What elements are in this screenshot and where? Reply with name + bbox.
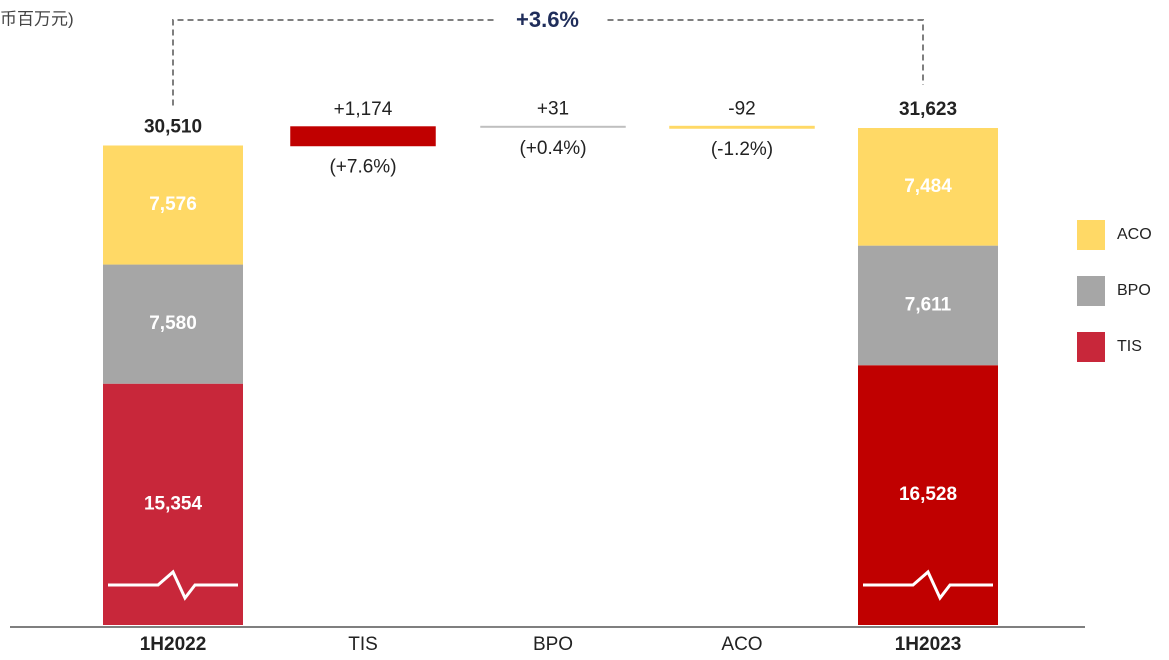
change-bar — [290, 126, 436, 147]
x-tick-label: ACO — [721, 634, 762, 655]
change-pct-label: (+0.4%) — [519, 138, 586, 159]
legend-swatch — [1077, 276, 1105, 306]
bar-segment — [858, 365, 998, 625]
bar-segment — [858, 128, 998, 246]
change-label: -92 — [728, 99, 755, 120]
change-bar — [669, 125, 815, 129]
change-label: +31 — [537, 99, 569, 120]
axis-break — [108, 569, 238, 601]
legend-label: TIS — [1117, 338, 1142, 355]
total-label: 30,510 — [144, 117, 202, 138]
x-tick-label: 1H2022 — [140, 634, 207, 655]
total-label: 31,623 — [899, 99, 957, 120]
change-pct-label: (-1.2%) — [711, 139, 773, 160]
growth-label-bg — [495, 5, 606, 35]
legend-swatch — [1077, 332, 1105, 362]
x-tick-label: 1H2023 — [895, 634, 962, 655]
legend-swatch — [1077, 220, 1105, 250]
change-pct-label: (+7.6%) — [329, 157, 396, 178]
bar-segment — [103, 145, 243, 265]
unit-label: 币百万元) — [0, 9, 74, 28]
segment-label: 16,528 — [899, 484, 957, 505]
legend-label: BPO — [1117, 282, 1151, 299]
segment-label: 7,484 — [904, 176, 952, 197]
legend-label: ACO — [1117, 226, 1152, 243]
segment-label: 7,580 — [149, 313, 197, 334]
segment-label: 15,354 — [144, 493, 203, 514]
bar-segment — [858, 245, 998, 366]
growth-label: +3.6% — [516, 7, 579, 32]
segment-label: 7,611 — [905, 294, 952, 315]
axis-break — [863, 569, 993, 601]
x-tick-label: TIS — [348, 634, 378, 655]
bar-segment — [103, 264, 243, 384]
change-label: +1,174 — [334, 99, 393, 120]
x-tick-label: BPO — [533, 634, 573, 655]
segment-label: 7,576 — [149, 194, 197, 215]
